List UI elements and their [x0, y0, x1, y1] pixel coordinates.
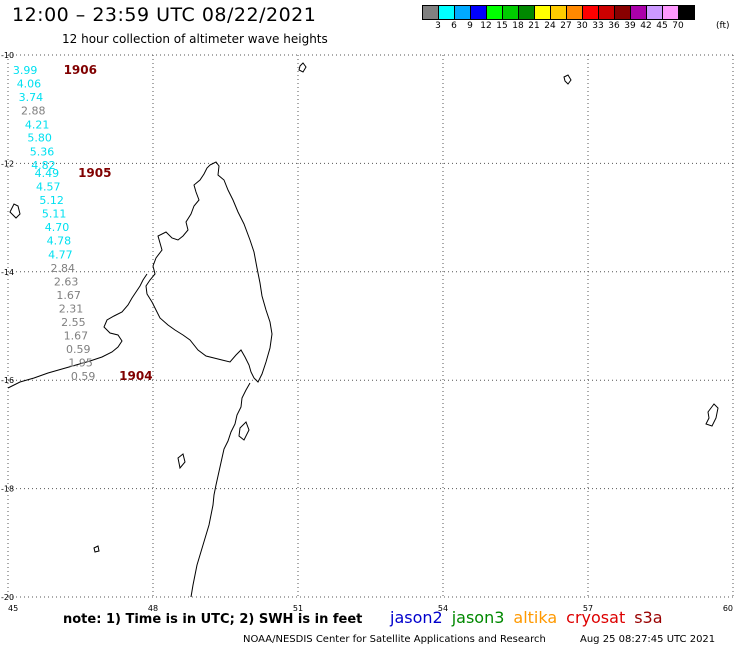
satellite-name-s3a: s3a	[634, 608, 663, 627]
latitude-tick-label: -16	[1, 376, 14, 385]
swh-value-label: 0.59	[66, 343, 91, 356]
latitude-tick-label: -10	[1, 51, 14, 60]
reunion-mauritius-islands	[705, 403, 719, 427]
latitude-tick-label: -14	[1, 268, 14, 277]
swh-value-label: 3.99	[13, 64, 38, 77]
legend-tick-label: 15	[496, 21, 508, 31]
page-subtitle: 12 hour collection of altimeter wave hei…	[62, 32, 328, 46]
swh-value-label: 2.84	[51, 262, 76, 275]
swh-value-label: 4.82	[31, 159, 56, 172]
axis-tick-labels: 45 48 51 54 57 60 -10 -12 -14 -16 -18 -20	[1, 51, 733, 613]
swh-value-label: 4.49	[35, 167, 60, 180]
swh-value-label: 1.67	[64, 330, 88, 343]
legend-tick-label: 70	[672, 21, 684, 31]
legend-tick-label: 9	[467, 21, 473, 31]
longitude-tick-label: 54	[438, 604, 448, 613]
swh-value-label: 5.36	[30, 145, 55, 158]
legend-tick-label: 6	[451, 21, 457, 31]
wave-height-color-legend: 3 6 9 12 15 18 21 24 27 30 33 36 39 42 45 70 (ft)	[422, 5, 730, 32]
legend-tick-label: 18	[512, 21, 524, 31]
swh-value-label: 0.59	[71, 370, 96, 383]
swh-value-label: 4.78	[47, 235, 72, 248]
legend-tick-label: 30	[576, 21, 588, 31]
swh-value-label: 1.95	[68, 357, 93, 370]
swh-value-label: 2.55	[61, 316, 86, 329]
legend-tick-label: 42	[640, 21, 652, 31]
legend-unit-label: (ft)	[716, 21, 730, 31]
legend-tick-label: 12	[480, 21, 492, 31]
island-northwest	[9, 203, 21, 219]
legend-tick-labels: 3 6 9 12 15 18 21 24 27 30 33 36 39 42 45 70	[422, 20, 694, 32]
track-id-label: 1905	[78, 166, 111, 180]
longitude-tick-label: 45	[8, 604, 18, 613]
island-northeast	[563, 74, 572, 85]
madagascar-west-coastline	[190, 382, 251, 598]
footer-credit: NOAA/NESDIS Center for Satellite Applica…	[243, 634, 546, 645]
swh-value-label: 2.31	[59, 302, 84, 315]
swh-value-label: 5.12	[39, 194, 64, 207]
longitude-tick-label: 57	[583, 604, 593, 613]
page-title: 12:00 – 23:59 UTC 08/22/2021	[12, 4, 317, 26]
footer-note: note: 1) Time is in UTC; 2) SWH is in fe…	[63, 612, 363, 627]
latitude-tick-label: -20	[1, 593, 14, 602]
island-small-south	[93, 545, 100, 553]
longitude-tick-label: 48	[148, 604, 158, 613]
legend-tick-label: 45	[656, 21, 668, 31]
swh-value-label: 4.77	[48, 248, 73, 261]
legend-tick-label: 36	[608, 21, 620, 31]
satellite-name-jason2: jason2	[390, 608, 443, 627]
coastline	[7, 62, 719, 598]
legend-tick-label: 39	[624, 21, 636, 31]
footer-timestamp: Aug 25 08:27:45 UTC 2021	[580, 634, 716, 645]
island-north-dot	[298, 62, 307, 73]
longitude-tick-label: 51	[293, 604, 303, 613]
swh-value-label: 4.06	[17, 78, 42, 91]
latitude-tick-label: -18	[1, 485, 14, 494]
track-id-labels: 1906 1905 1904	[64, 63, 153, 383]
mozambique-channel-coast	[7, 273, 148, 389]
madagascar-coastline	[145, 161, 273, 383]
swh-value-label: 2.63	[54, 275, 79, 288]
legend-swatch	[678, 5, 695, 20]
latitude-tick-label: -12	[1, 159, 14, 168]
swh-value-label: 5.80	[27, 132, 52, 145]
swh-value-label: 5.11	[42, 208, 66, 221]
swh-value-labels: 3.994.063.742.884.215.805.364.824.494.57…	[13, 64, 96, 383]
legend-tick-label: 21	[528, 21, 540, 31]
swh-value-label: 3.74	[19, 91, 43, 104]
track-id-label: 1906	[64, 63, 97, 77]
legend-tick-label: 3	[435, 21, 441, 31]
satellite-name-cryosat: cryosat	[566, 608, 626, 627]
satellite-legend: jason2 jason3 altika cryosat s3a	[390, 608, 672, 627]
island-southwest	[177, 453, 186, 470]
swh-value-label: 1.67	[56, 289, 80, 302]
island-sainte-marie	[238, 421, 250, 441]
legend-tick-label: 24	[544, 21, 556, 31]
longitude-tick-label: 60	[723, 604, 733, 613]
legend-swatches	[422, 5, 695, 20]
satellite-name-altika: altika	[513, 608, 558, 627]
satellite-name-jason3: jason3	[451, 608, 505, 627]
swh-value-label: 4.57	[36, 181, 61, 194]
swh-value-label: 2.88	[21, 105, 46, 118]
swh-value-label: 4.70	[45, 221, 70, 234]
swh-value-label: 4.21	[25, 119, 49, 132]
track-id-label: 1904	[119, 369, 152, 383]
legend-tick-label: 33	[592, 21, 604, 31]
lat-lon-grid	[7, 54, 734, 598]
legend-tick-label: 27	[560, 21, 572, 31]
